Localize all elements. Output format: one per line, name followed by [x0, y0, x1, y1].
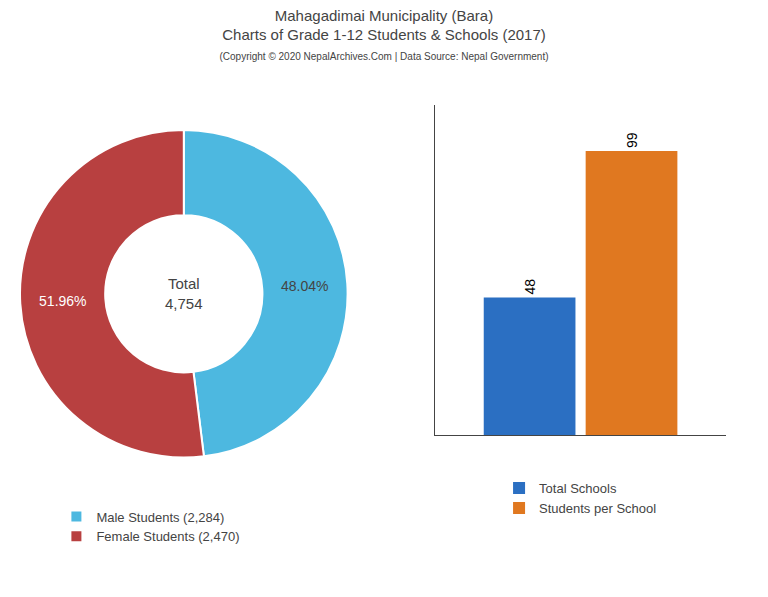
svg-text:Total4,754: Total4,754	[165, 275, 203, 312]
svg-text:Mahagadimai Municipality (Bara: Mahagadimai Municipality (Bara)Charts of…	[220, 7, 549, 62]
svg-text:51.96%: 51.96%	[39, 293, 86, 309]
svg-text:Total Schools: Total Schools	[539, 481, 617, 496]
svg-text:48: 48	[522, 279, 538, 295]
svg-text:48.04%: 48.04%	[281, 278, 328, 294]
svg-text:99: 99	[624, 132, 640, 148]
svg-text:Female Students (2,470): Female Students (2,470)	[96, 529, 239, 544]
svg-text:Male Students (2,284): Male Students (2,284)	[96, 510, 224, 525]
svg-text:Students per School: Students per School	[539, 501, 656, 516]
